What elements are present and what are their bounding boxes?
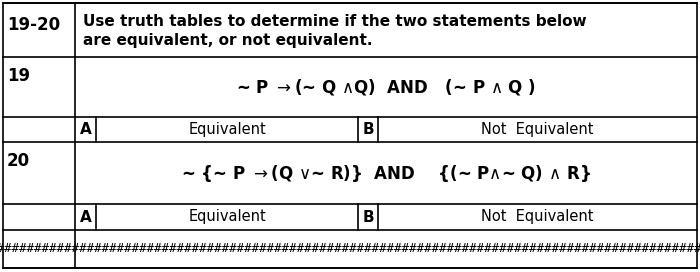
Text: ~ P $\rightarrow$(~ Q $\wedge$Q)  AND   (~ P $\wedge$ Q ): ~ P $\rightarrow$(~ Q $\wedge$Q) AND (~ …	[236, 77, 536, 97]
Text: 19: 19	[7, 67, 30, 85]
Text: 20: 20	[7, 152, 30, 170]
Text: ################################################################################: ########################################…	[0, 243, 700, 255]
Text: B: B	[362, 122, 374, 137]
Text: A: A	[80, 122, 92, 137]
Text: B: B	[362, 209, 374, 224]
Text: 19-20: 19-20	[7, 16, 60, 34]
Text: Equivalent: Equivalent	[188, 122, 266, 137]
Text: ~ {~ P $\rightarrow$(Q $\vee$~ R)}  AND    {(~ P$\wedge$~ Q) $\wedge$ R}: ~ {~ P $\rightarrow$(Q $\vee$~ R)} AND {…	[181, 162, 591, 184]
Text: Use truth tables to determine if the two statements below: Use truth tables to determine if the two…	[83, 14, 587, 29]
Text: Not  Equivalent: Not Equivalent	[482, 122, 594, 137]
Text: Not  Equivalent: Not Equivalent	[482, 209, 594, 224]
Text: are equivalent, or not equivalent.: are equivalent, or not equivalent.	[83, 32, 372, 48]
Text: Equivalent: Equivalent	[188, 209, 266, 224]
Text: A: A	[80, 209, 92, 224]
